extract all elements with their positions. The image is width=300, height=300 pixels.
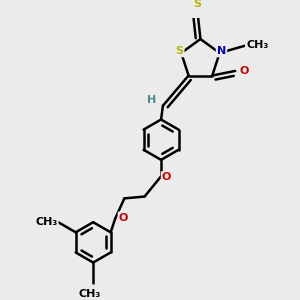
Text: O: O (162, 172, 171, 182)
Text: CH₃: CH₃ (78, 289, 100, 299)
Text: CH₃: CH₃ (35, 217, 57, 227)
Text: O: O (119, 213, 128, 223)
Text: S: S (194, 0, 202, 9)
Text: CH₃: CH₃ (246, 40, 268, 50)
Text: N: N (217, 46, 226, 56)
Text: O: O (240, 66, 249, 76)
Text: H: H (147, 95, 157, 105)
Text: S: S (176, 46, 183, 56)
